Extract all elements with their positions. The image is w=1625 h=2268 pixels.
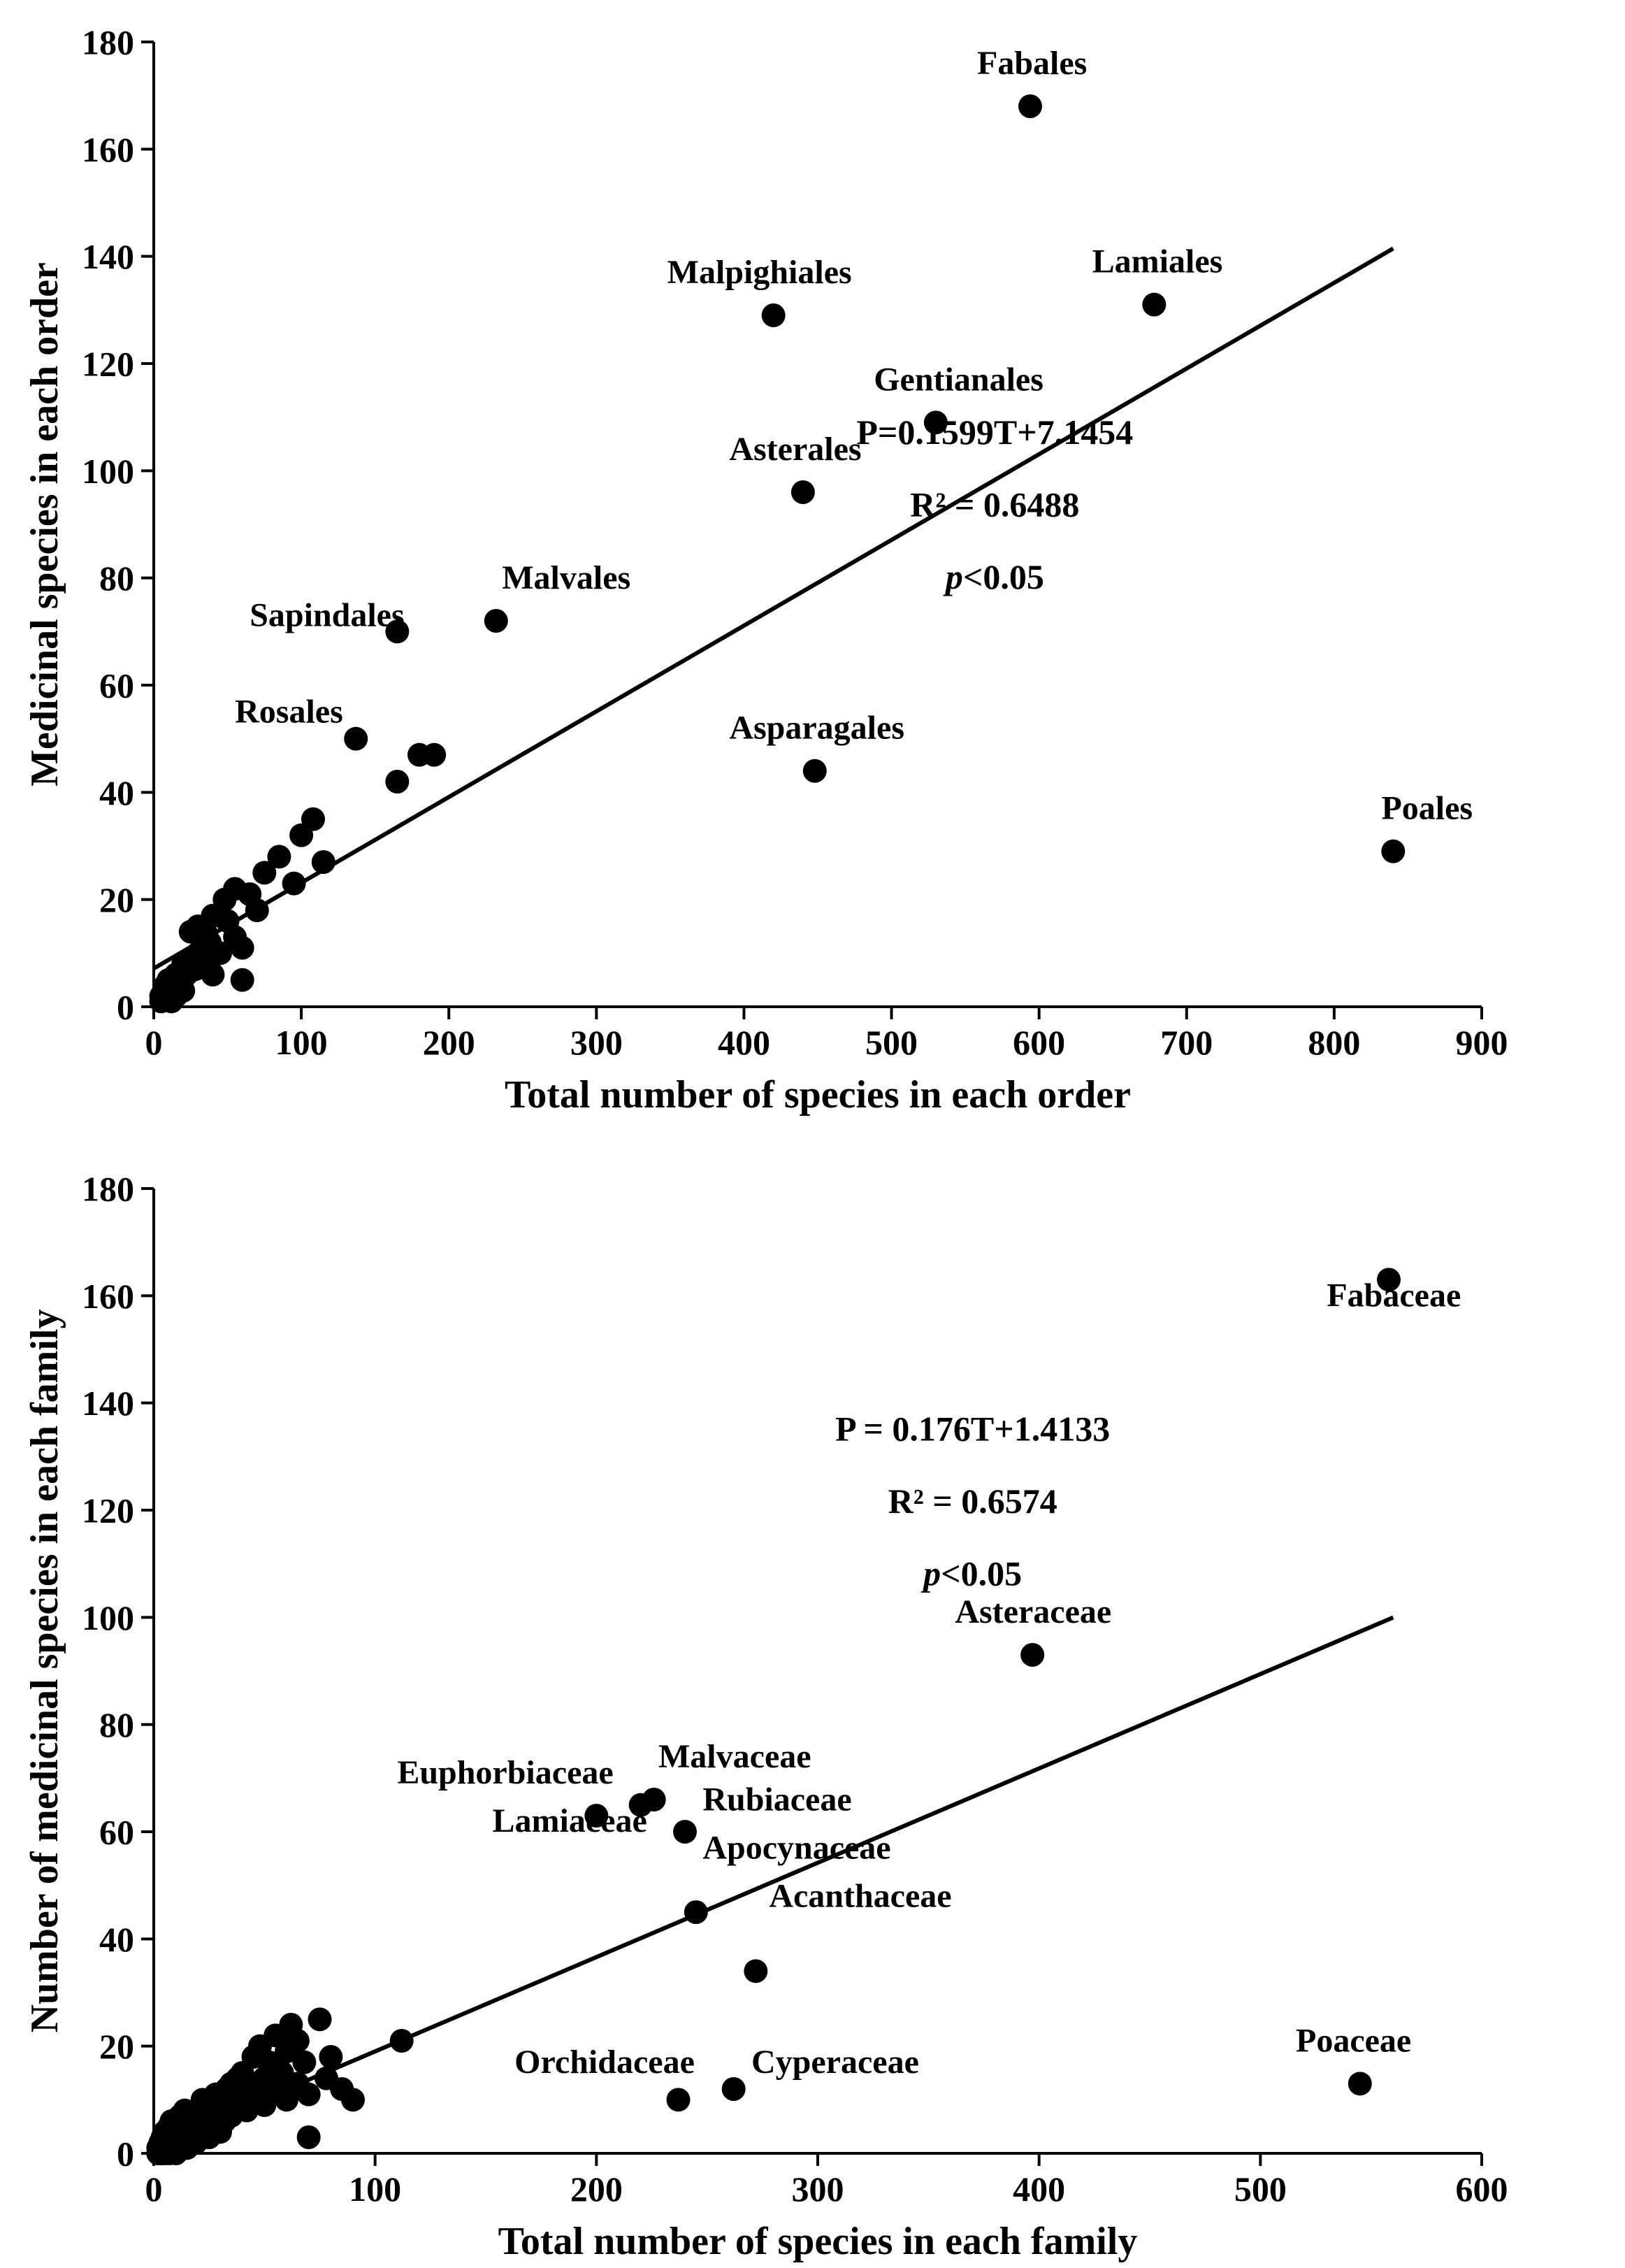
family-chart-y-tick-label: 120 (82, 1491, 134, 1530)
family-chart-axes (154, 1189, 1482, 2153)
family-chart-x-tick-label: 400 (1013, 2169, 1065, 2209)
family-chart-point-acanthaceae (744, 1959, 767, 1983)
family-chart-equation-line: P = 0.176T+1.4133 (835, 1409, 1110, 1448)
family-chart-point-cyperaceae (722, 2077, 746, 2101)
family-chart-y-tick-label: 140 (82, 1384, 134, 1423)
family-chart-label-rubiaceae: Rubiaceae (702, 1781, 851, 1818)
family-chart-label-euphorbiaceae: Euphorbiaceae (397, 1754, 613, 1791)
family-chart-point (297, 2125, 321, 2149)
family-chart-y-tick-label: 80 (99, 1705, 134, 1744)
family-chart-x-title: Total number of species in each family (498, 2220, 1138, 2263)
family-chart-point (308, 2007, 332, 2031)
family-chart-y-tick-label: 20 (99, 2027, 134, 2066)
family-chart-label-malvaceae: Malvaceae (658, 1738, 811, 1775)
family-chart-label-fabaceae: Fabaceae (1327, 1277, 1461, 1314)
family-chart-y-tick-label: 0 (117, 2134, 134, 2174)
family-chart-label-apocynaceae: Apocynaceae (702, 1829, 890, 1866)
family-chart-x-tick-label: 300 (792, 2169, 844, 2209)
family-chart-point (297, 2083, 321, 2106)
family-chart-label-asteraceae: Asteraceae (955, 1593, 1111, 1630)
family-chart-y-tick-label: 180 (82, 1170, 134, 1209)
figure-container: { "top_chart": { "plot_box": { "x": 220,… (0, 0, 1625, 2268)
family-chart-point-poaceae (1348, 2072, 1372, 2095)
family-chart-y-tick-label: 100 (82, 1598, 134, 1637)
family-chart-point (292, 2051, 316, 2074)
family-chart-y-tick-label: 40 (99, 1920, 134, 1959)
family-chart-label-acanthaceae: Acanthaceae (769, 1877, 951, 1914)
family-chart-x-tick-label: 600 (1456, 2169, 1508, 2209)
family-chart-point-orchidaceae (667, 2088, 691, 2111)
family-chart-point-apocynaceae (684, 1900, 708, 1924)
family-chart-x-tick-label: 200 (570, 2169, 623, 2209)
family-chart-point-rubiaceae (673, 1820, 697, 1844)
family-chart-y-tick-label: 60 (99, 1813, 134, 1852)
family-chart-point (390, 2029, 414, 2053)
family-chart-point (319, 2045, 342, 2069)
bottom-scatter-chart: 0 100 200 300 400 500 600 0 20 40 60 80 100 120 140 160… (0, 0, 1625, 2268)
family-chart-point-asteraceae (1020, 1643, 1044, 1667)
family-chart-point (286, 2029, 310, 2053)
family-chart-label-cyperaceae: Cyperaceae (751, 2044, 919, 2081)
family-chart-label-orchidaceae: Orchidaceae (514, 2044, 695, 2081)
family-chart-x-tick-label: 100 (349, 2169, 401, 2209)
family-chart-label-poaceae: Poaceae (1296, 2022, 1411, 2059)
family-chart-y-title: Number of medicinal species in each fami… (23, 1309, 66, 2033)
family-chart-equation-line: R² = 0.6574 (888, 1481, 1057, 1521)
family-chart-x-tick-label: 500 (1234, 2169, 1287, 2209)
family-chart-equation-line: p<0.05 (920, 1553, 1022, 1593)
family-chart-label-lamiaceae: Lamiaceae (493, 1802, 647, 1839)
family-chart-y-tick-label: 160 (82, 1277, 134, 1316)
family-chart-x-tick-label: 0 (145, 2169, 163, 2209)
family-chart-point (341, 2088, 365, 2111)
